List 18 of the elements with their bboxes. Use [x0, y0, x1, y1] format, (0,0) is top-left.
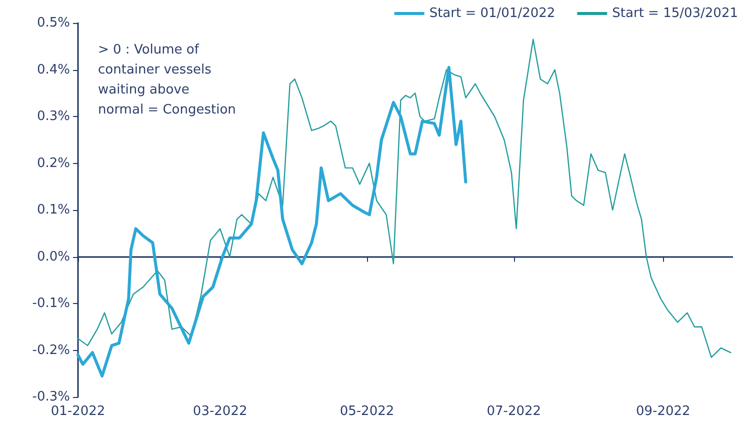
y-tick-label: -0.2%: [32, 342, 70, 358]
y-tick-label: 0.2%: [36, 156, 70, 171]
y-tick-label: 0.0%: [36, 249, 70, 264]
x-tick-label: 07-2022: [486, 404, 542, 419]
x-tick-label: 03-2022: [192, 404, 248, 419]
y-tick-label: 0.4%: [36, 62, 70, 78]
legend-label: Start = 01/01/2022: [429, 6, 556, 21]
y-tick-label: 0.1%: [36, 202, 70, 218]
y-tick-label: -0.3%: [32, 390, 70, 404]
x-tick-label: 05-2022: [340, 404, 394, 419]
legend-label: Start = 15/03/2021: [612, 6, 738, 21]
y-tick-label: -0.1%: [32, 296, 70, 311]
annotation: > 0 : Volume of container vessels waiting above normal = Congestion: [98, 42, 236, 118]
x-tick-label: 01-2022: [50, 404, 106, 419]
line-series: [76, 66, 468, 378]
x-tick-label: 09-2022: [636, 404, 690, 419]
y-tick-label: 0.5%: [36, 16, 70, 30]
y-tick-label: 0.3%: [36, 109, 70, 124]
